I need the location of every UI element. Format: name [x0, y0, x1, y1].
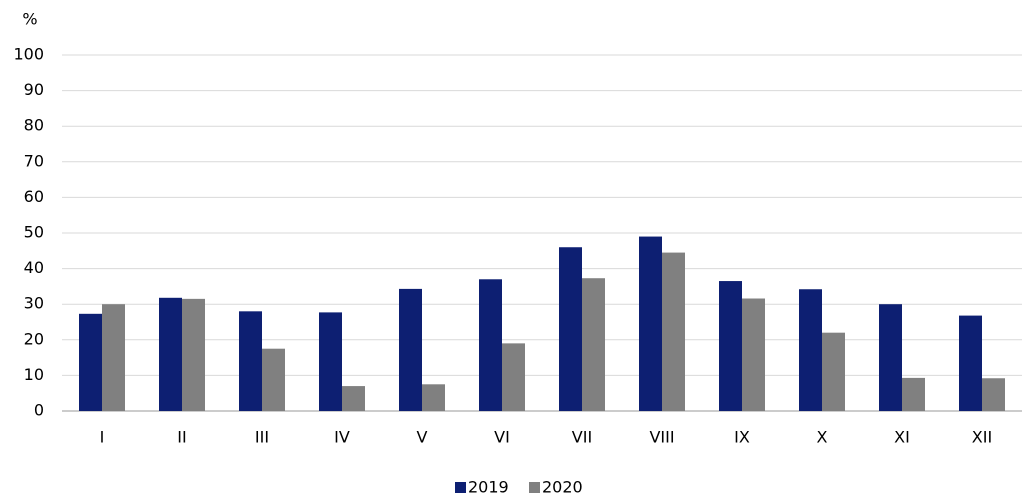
bar — [159, 297, 182, 411]
legend-label: 2020 — [542, 478, 583, 497]
y-tick-label: 30 — [24, 294, 44, 313]
bar — [479, 279, 502, 411]
x-tick-label: XII — [972, 428, 992, 447]
bar — [822, 332, 845, 411]
x-tick-label: IV — [334, 428, 350, 447]
bar — [662, 252, 685, 411]
x-tick-label: II — [177, 428, 186, 447]
x-tick-label: IX — [734, 428, 750, 447]
y-tick-label: 10 — [24, 365, 44, 384]
x-tick-label: XI — [894, 428, 910, 447]
bar — [319, 312, 342, 411]
bar — [262, 348, 285, 411]
x-tick-label: X — [817, 428, 828, 447]
bar — [559, 247, 582, 411]
y-tick-label: 80 — [24, 116, 44, 135]
legend-swatch — [529, 482, 540, 493]
bar — [182, 298, 205, 411]
y-tick-label: 70 — [24, 151, 44, 170]
bar — [982, 378, 1005, 411]
bar — [719, 281, 742, 411]
bar — [79, 313, 102, 411]
bar — [799, 289, 822, 411]
y-tick-label: 90 — [24, 80, 44, 99]
x-tick-label: V — [417, 428, 428, 447]
y-tick-label: 40 — [24, 258, 44, 277]
x-tick-label: VIII — [649, 428, 674, 447]
x-tick-label: VI — [494, 428, 510, 447]
bar — [239, 311, 262, 411]
y-tick-label: 100 — [13, 45, 44, 64]
bar — [902, 377, 925, 411]
y-tick-label: 0 — [34, 401, 44, 420]
bar — [422, 384, 445, 411]
y-tick-label: 20 — [24, 329, 44, 348]
x-tick-label: I — [100, 428, 105, 447]
bar — [639, 236, 662, 411]
y-tick-label: 60 — [24, 187, 44, 206]
bar — [959, 315, 982, 411]
bar — [582, 278, 605, 411]
legend-swatch — [455, 482, 466, 493]
legend-label: 2019 — [468, 478, 509, 497]
bar — [879, 304, 902, 411]
bar — [742, 298, 765, 411]
y-tick-label: 50 — [24, 223, 44, 242]
bar — [399, 288, 422, 411]
y-axis-label: % — [22, 10, 37, 29]
bar — [502, 343, 525, 411]
x-tick-label: VII — [572, 428, 592, 447]
bar — [342, 386, 365, 411]
x-tick-label: III — [255, 428, 269, 447]
bar — [102, 304, 125, 411]
